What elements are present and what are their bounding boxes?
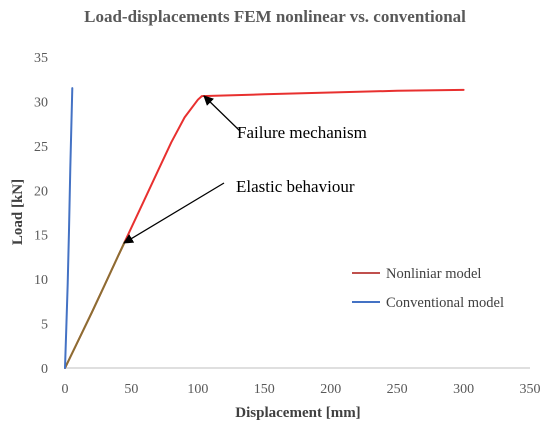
legend: Nonliniar model Conventional model [352,266,504,311]
x-axis-label: Displacement [mm] [235,405,360,421]
annotation-failure-arrow [203,95,241,132]
annotation-failure-mechanism: Failure mechanism [237,123,367,142]
legend-label-conventional: Conventional model [386,295,504,311]
x-tick-label: 50 [124,382,138,397]
y-tick-label: 5 [41,318,48,333]
y-tick-labels: 0 5 10 15 20 25 30 35 [34,51,48,377]
x-tick-label: 250 [387,382,408,397]
legend-label-nonlinear: Nonliniar model [386,266,481,282]
series-line-elastic-overlay [64,240,126,369]
y-tick-label: 25 [34,140,48,155]
x-tick-label: 150 [254,382,275,397]
y-tick-label: 35 [34,51,48,66]
x-tick-label: 300 [453,382,474,397]
y-tick-label: 15 [34,229,48,244]
x-tick-labels: 0 50 100 150 200 250 300 350 [62,382,541,397]
y-tick-label: 30 [34,95,48,110]
x-tick-label: 0 [62,382,69,397]
y-tick-label: 10 [34,273,48,288]
annotation-elastic-arrow [123,182,225,244]
y-tick-label: 0 [41,362,48,377]
x-tick-label: 200 [320,382,341,397]
chart-title: Load-displacements FEM nonlinear vs. con… [84,7,466,26]
y-tick-label: 20 [34,184,48,199]
annotations: Failure mechanism Elastic behaviour [123,95,367,244]
x-tick-label: 350 [520,382,541,397]
series-line-conventional [64,87,74,369]
series-layer [64,87,465,369]
annotation-elastic-behaviour: Elastic behaviour [236,177,355,196]
y-axis-label: Load [kN] [10,179,26,245]
x-tick-label: 100 [187,382,208,397]
